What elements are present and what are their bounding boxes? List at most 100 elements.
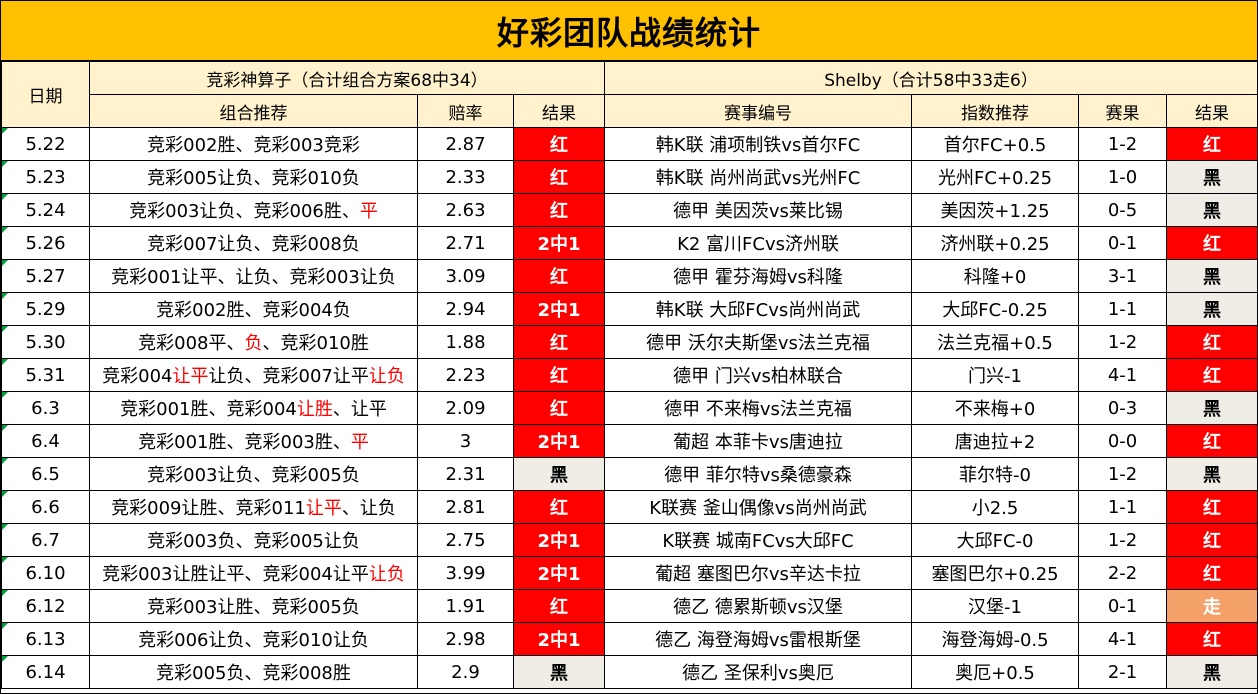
date-text: 6.4: [31, 430, 60, 452]
date-text: 5.29: [25, 298, 66, 320]
score-cell: 0-5: [1078, 193, 1168, 227]
header-row-group: 日期 竞彩神算子（合计组合方案68中34） Shelby（合计58中33走6）: [1, 61, 1258, 128]
combo-highlight-text: 让胜: [296, 399, 333, 420]
date-cell: 5.24: [1, 193, 90, 227]
combo-cell: 竞彩003让胜、竞彩005负: [89, 589, 418, 623]
index-cell: 光州FC+0.25: [911, 160, 1080, 194]
combo-cell: 竞彩001胜、竞彩003胜、平: [89, 424, 418, 458]
combo-highlight-text: 让负: [368, 564, 405, 585]
result-cell: 红: [512, 325, 606, 359]
date-cell: 5.23: [1, 160, 90, 194]
combo-cell: 竞彩006让负、竞彩010让负: [89, 622, 418, 656]
odds-cell: 2.75: [417, 523, 514, 557]
match-cell: 德甲 菲尔特vs桑德豪森: [604, 457, 913, 491]
match-cell: K2 富川FCvs济州联: [604, 226, 913, 260]
index-cell: 汉堡-1: [911, 589, 1080, 623]
result2-header: 结果: [1166, 94, 1258, 128]
combo-text: 竞彩001胜、竞彩003胜、: [138, 432, 351, 453]
date-text: 6.6: [31, 496, 60, 518]
comment-marker-icon: [2, 359, 8, 365]
result-cell: 2中1: [512, 622, 606, 656]
combo-cell: 竞彩009让胜、竞彩011让平、让负: [89, 490, 418, 524]
right-group-header: Shelby（合计58中33走6）: [604, 61, 1258, 95]
combo-text: 让负、竞彩007让平: [208, 366, 369, 387]
header-row-columns: 组合推荐 赔率 结果 赛事编号 指数推荐 赛果 结果: [2, 94, 1258, 128]
match-cell: 德乙 海登海姆vs雷根斯堡: [604, 622, 913, 656]
date-cell: 6.10: [1, 556, 90, 590]
match-cell: K联赛 城南FCvs大邱FC: [604, 523, 913, 557]
odds-cell: 3.99: [417, 556, 514, 590]
combo-text: 竞彩002胜、竞彩004负: [156, 300, 351, 321]
date-cell: 6.5: [1, 457, 90, 491]
date-text: 6.5: [31, 463, 60, 485]
result2-cell: 红: [1166, 490, 1258, 524]
date-cell: 5.29: [1, 292, 90, 326]
index-cell: 唐迪拉+2: [911, 424, 1080, 458]
match-cell: 德甲 门兴vs柏林联合: [604, 358, 913, 392]
index-cell: 奥厄+0.5: [911, 655, 1080, 689]
odds-cell: 2.9: [417, 655, 514, 689]
result2-cell: 黑: [1166, 193, 1258, 227]
date-cell: 6.14: [1, 655, 90, 689]
result-header: 结果: [512, 94, 606, 128]
date-header: 日期: [1, 61, 90, 128]
result-cell: 2中1: [512, 424, 606, 458]
match-cell: 葡超 本菲卡vs唐迪拉: [604, 424, 913, 458]
index-cell: 海登海姆-0.5: [911, 622, 1080, 656]
combo-text: 竞彩008平、: [138, 333, 245, 354]
combo-text: 竞彩003负、竞彩005让负: [147, 531, 360, 552]
score-cell: 1-2: [1078, 325, 1168, 359]
score-header: 赛果: [1078, 94, 1168, 128]
combo-text: 竞彩003让胜、竞彩005负: [147, 597, 360, 618]
combo-cell: 竞彩005负、竞彩008胜: [89, 655, 418, 689]
results-table: 日期 竞彩神算子（合计组合方案68中34） Shelby（合计58中33走6） …: [1, 61, 1258, 689]
combo-highlight-text: 让平: [305, 498, 342, 519]
score-cell: 4-1: [1078, 622, 1168, 656]
comment-marker-icon: [2, 590, 8, 596]
table-row: 6.6 竞彩009让胜、竞彩011让平、让负 2.81 红 K联赛 釜山偶像vs尚州尚武…: [1, 490, 1258, 524]
date-cell: 6.3: [1, 391, 90, 425]
match-cell: 韩K联 浦项制铁vs首尔FC: [604, 127, 913, 161]
combo-text: 竞彩007让负、竞彩008负: [147, 234, 360, 255]
combo-cell: 竞彩003让胜让平、竞彩004让平让负: [89, 556, 418, 590]
result2-cell: 走: [1166, 589, 1258, 623]
result2-cell: 红: [1166, 226, 1258, 260]
combo-cell: 竞彩003负、竞彩005让负: [89, 523, 418, 557]
index-cell: 科隆+0: [911, 259, 1080, 293]
result2-cell: 黑: [1166, 391, 1258, 425]
index-cell: 美因茨+1.25: [911, 193, 1080, 227]
comment-marker-icon: [2, 458, 8, 464]
table-row: 5.29 竞彩002胜、竞彩004负 2.94 2中1 韩K联 大邱FCvs尚州尚武 大邱…: [1, 292, 1258, 326]
comment-marker-icon: [2, 194, 8, 200]
result2-cell: 红: [1166, 523, 1258, 557]
match-cell: 韩K联 尚州尚武vs光州FC: [604, 160, 913, 194]
result2-cell: 红: [1166, 424, 1258, 458]
index-cell: 大邱FC-0: [911, 523, 1080, 557]
date-text: 6.13: [25, 628, 66, 650]
comment-marker-icon: [2, 557, 8, 563]
index-cell: 菲尔特-0: [911, 457, 1080, 491]
date-cell: 6.13: [1, 622, 90, 656]
table-row: 6.3 竞彩001胜、竞彩004让胜、让平 2.09 红德甲 不来梅vs法兰克福 不来梅…: [1, 391, 1258, 425]
comment-marker-icon: [2, 227, 8, 233]
index-cell: 首尔FC+0.5: [911, 127, 1080, 161]
result2-cell: 红: [1166, 325, 1258, 359]
result2-cell: 黑: [1166, 292, 1258, 326]
match-cell: 德甲 沃尔夫斯堡vs法兰克福: [604, 325, 913, 359]
table-row: 5.31 竞彩004让平让负、竞彩007让平让负 2.23 红德甲 门兴vs柏林联合门…: [1, 358, 1258, 392]
table-row: 6.13 竞彩006让负、竞彩010让负 2.98 2中1 德乙 海登海姆vs雷根斯堡海…: [1, 622, 1258, 656]
date-cell: 6.6: [1, 490, 90, 524]
combo-cell: 竞彩003让负、竞彩006胜、平: [89, 193, 418, 227]
comment-marker-icon: [2, 161, 8, 167]
date-cell: 6.4: [1, 424, 90, 458]
comment-marker-icon: [2, 524, 8, 530]
score-cell: 0-1: [1078, 226, 1168, 260]
combo-cell: 竞彩005让负、竞彩010负: [89, 160, 418, 194]
date-text: 6.14: [25, 661, 66, 683]
date-cell: 5.31: [1, 358, 90, 392]
table-row: 5.26 竞彩007让负、竞彩008负 2.71 2中1 K2 富川FCvs济州联 济州联…: [1, 226, 1258, 260]
odds-cell: 2.33: [417, 160, 514, 194]
score-cell: 1-1: [1078, 292, 1168, 326]
result-cell: 红: [512, 127, 606, 161]
date-cell: 5.27: [1, 259, 90, 293]
